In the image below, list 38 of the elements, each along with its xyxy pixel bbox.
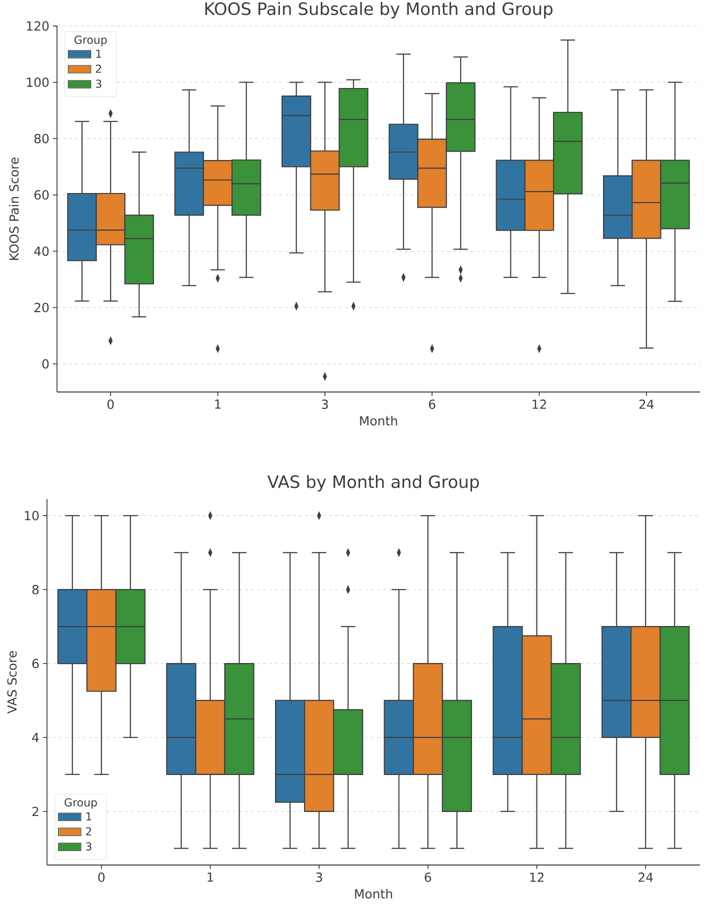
y-tick-label: 80 <box>34 134 49 144</box>
x-tick-label: 1 <box>215 400 221 409</box>
x-tick-label: 1 <box>208 872 214 882</box>
y-tick-label: 6 <box>32 658 39 668</box>
legend-label: 1 <box>96 50 102 58</box>
x-tick-label: 12 <box>530 872 544 882</box>
y-tick-label: 60 <box>34 190 49 200</box>
y-axis-title: KOOS Pain Score <box>9 158 19 260</box>
x-tick-label: 24 <box>639 400 654 409</box>
legend-label: 2 <box>86 827 92 836</box>
x-axis-title: Month <box>355 888 392 899</box>
y-axis-title: VAS Score <box>7 651 17 714</box>
x-tick-label: 24 <box>638 872 653 882</box>
x-tick-label: 12 <box>532 400 546 409</box>
legend-title: Group <box>64 798 97 809</box>
x-tick-label: 0 <box>107 400 114 409</box>
y-tick-label: 20 <box>34 302 49 312</box>
y-tick-label: 100 <box>26 78 49 88</box>
y-tick-label: 40 <box>34 246 49 256</box>
legend-label: 1 <box>86 812 92 820</box>
x-tick-label: 6 <box>424 872 432 882</box>
y-tick-label: 10 <box>24 510 39 520</box>
chart-title: VAS by Month and Group <box>267 475 479 492</box>
legend-title: Group <box>74 36 107 46</box>
x-tick-label: 3 <box>316 872 322 882</box>
x-tick-label: 0 <box>98 872 105 882</box>
x-axis-title: Month <box>360 416 398 426</box>
x-tick-label: 6 <box>428 400 436 409</box>
y-tick-label: 8 <box>32 584 39 594</box>
y-tick-label: 4 <box>32 732 39 742</box>
y-tick-label: 0 <box>42 359 49 369</box>
legend-label: 3 <box>96 80 102 88</box>
legend-label: 3 <box>86 842 92 851</box>
x-tick-label: 3 <box>322 400 328 409</box>
legend-label: 2 <box>96 64 102 73</box>
y-tick-label: 120 <box>26 21 49 31</box>
chart-title: KOOS Pain Subscale by Month and Group <box>205 2 552 18</box>
y-tick-label: 2 <box>32 806 38 816</box>
